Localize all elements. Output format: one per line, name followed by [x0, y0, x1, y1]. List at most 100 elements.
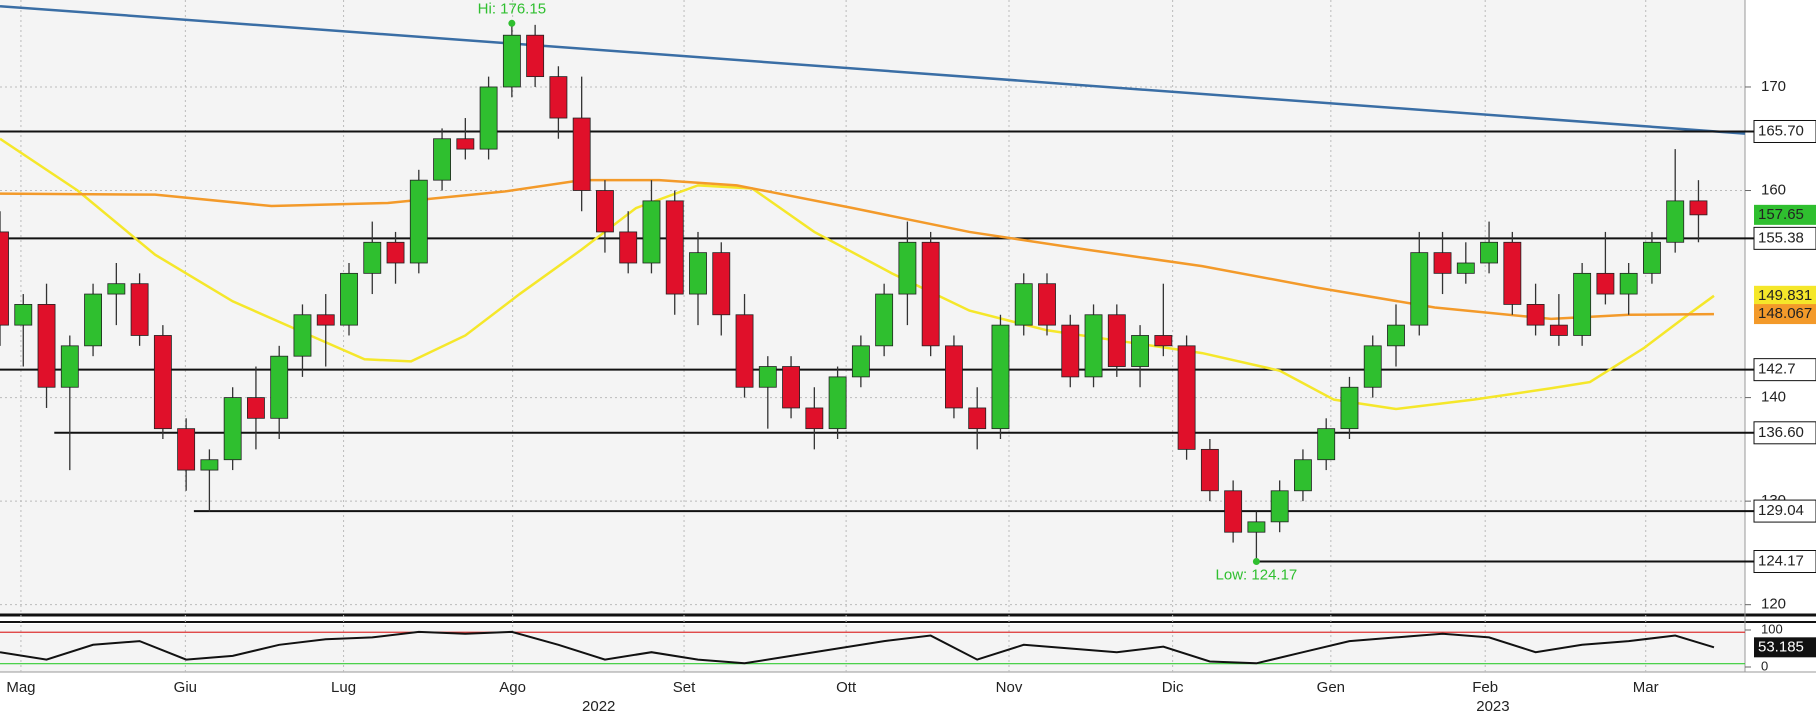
price-panel — [0, 0, 1745, 614]
candle-body — [247, 397, 265, 419]
ma-label-box — [1754, 285, 1816, 306]
level-label-box — [1753, 119, 1816, 143]
candle-body — [1014, 283, 1033, 326]
candle-body — [851, 345, 870, 378]
x-tick-label: Mar — [1633, 679, 1659, 696]
candle-body — [1573, 272, 1592, 336]
last-price-box — [1754, 204, 1816, 225]
candle-body — [1131, 335, 1149, 367]
candle-body — [1363, 345, 1382, 388]
candle-body — [1154, 335, 1173, 347]
candle-body — [409, 179, 428, 264]
candle-body — [316, 314, 335, 326]
candle-body — [386, 241, 405, 264]
candle-body — [1038, 283, 1056, 326]
candle-body — [200, 459, 219, 471]
year-label: 2022 — [582, 698, 615, 715]
rsi-tick-label: 0 — [1761, 658, 1768, 673]
candle-body — [596, 190, 614, 233]
candle-body — [1643, 241, 1661, 274]
rsi-line — [0, 630, 1715, 665]
candle-body — [270, 355, 289, 419]
candle-body — [153, 335, 172, 430]
candle-body — [223, 397, 242, 461]
x-tick-label: Ott — [836, 679, 857, 696]
candle-body — [363, 241, 382, 274]
candle-body — [1480, 241, 1498, 264]
candle-body — [1317, 428, 1336, 461]
candle-body — [433, 138, 451, 181]
candle-body — [502, 34, 521, 88]
ma-label-box — [1754, 304, 1816, 325]
candle-body — [1433, 252, 1452, 274]
annotation-marker — [1252, 558, 1260, 566]
candle-body — [1107, 314, 1126, 367]
candle-body — [968, 407, 987, 430]
candle-body — [1224, 490, 1243, 533]
candle-body — [782, 366, 800, 409]
level-label-box — [1753, 358, 1816, 382]
candle-body — [1410, 252, 1429, 326]
moving-average — [0, 137, 1715, 411]
annotation-label: Hi: 176.15 — [478, 0, 546, 17]
candle-body — [84, 293, 102, 347]
candle-body — [665, 200, 684, 295]
candle-body — [1177, 345, 1196, 450]
candle-body — [1666, 200, 1685, 243]
candle-body — [828, 376, 847, 430]
annotation-label: Low: 124.17 — [1216, 566, 1298, 583]
x-tick-label: Giu — [174, 679, 197, 696]
candle-body — [107, 283, 126, 295]
candle-body — [1689, 200, 1708, 216]
y-tick-label: 170 — [1761, 78, 1786, 95]
candle-body — [130, 283, 149, 336]
level-label-box — [1753, 226, 1816, 250]
last-price-label: 157.65 — [1758, 206, 1804, 223]
candle-body — [619, 231, 638, 264]
rsi-tick-label: 100 — [1761, 621, 1783, 636]
level-label: 142.7 — [1758, 361, 1796, 378]
candle-body — [945, 345, 963, 409]
x-tick-label: Lug — [331, 679, 356, 696]
candle-body — [1294, 459, 1312, 492]
candle-body — [37, 304, 56, 388]
candle-body — [898, 241, 917, 295]
candle-body — [805, 407, 824, 430]
candle-body — [875, 293, 894, 347]
level-label-box — [1753, 550, 1816, 574]
y-tick-label: 160 — [1761, 181, 1786, 198]
x-tick-label: Ago — [499, 679, 526, 696]
level-label: 155.38 — [1758, 229, 1804, 246]
ma-label: 149.831 — [1758, 287, 1812, 304]
candle-body — [479, 86, 498, 150]
level-label: 129.04 — [1758, 502, 1804, 519]
candle-body — [526, 34, 545, 78]
x-tick-label: Mag — [6, 679, 35, 696]
candle-body — [712, 252, 731, 316]
rsi-label-box — [1754, 637, 1816, 658]
ma-label: 148.067 — [1758, 305, 1812, 322]
candle-body — [60, 345, 79, 388]
level-label: 136.60 — [1758, 424, 1804, 441]
candle-body — [1270, 490, 1289, 523]
candle-body — [1619, 272, 1638, 295]
candle-body — [456, 138, 475, 150]
candle-body — [689, 252, 707, 295]
y-tick-label: 120 — [1761, 596, 1786, 613]
moving-average — [0, 178, 1714, 321]
candle-body — [549, 76, 568, 119]
candle-body — [293, 314, 312, 357]
candle-body — [1340, 386, 1359, 430]
x-tick-label: Gen — [1317, 679, 1345, 696]
candle-body — [1061, 324, 1080, 378]
rsi-label: 53.185 — [1758, 638, 1804, 655]
x-tick-label: Dic — [1162, 679, 1184, 696]
candle-body — [0, 231, 9, 326]
candle-body — [1456, 262, 1475, 274]
candle-body — [1526, 304, 1545, 326]
candle-body — [921, 241, 940, 347]
candle-body — [1084, 314, 1103, 378]
candle-body — [1596, 272, 1615, 295]
trendline — [0, 4, 1746, 135]
candle-body — [1387, 324, 1405, 347]
